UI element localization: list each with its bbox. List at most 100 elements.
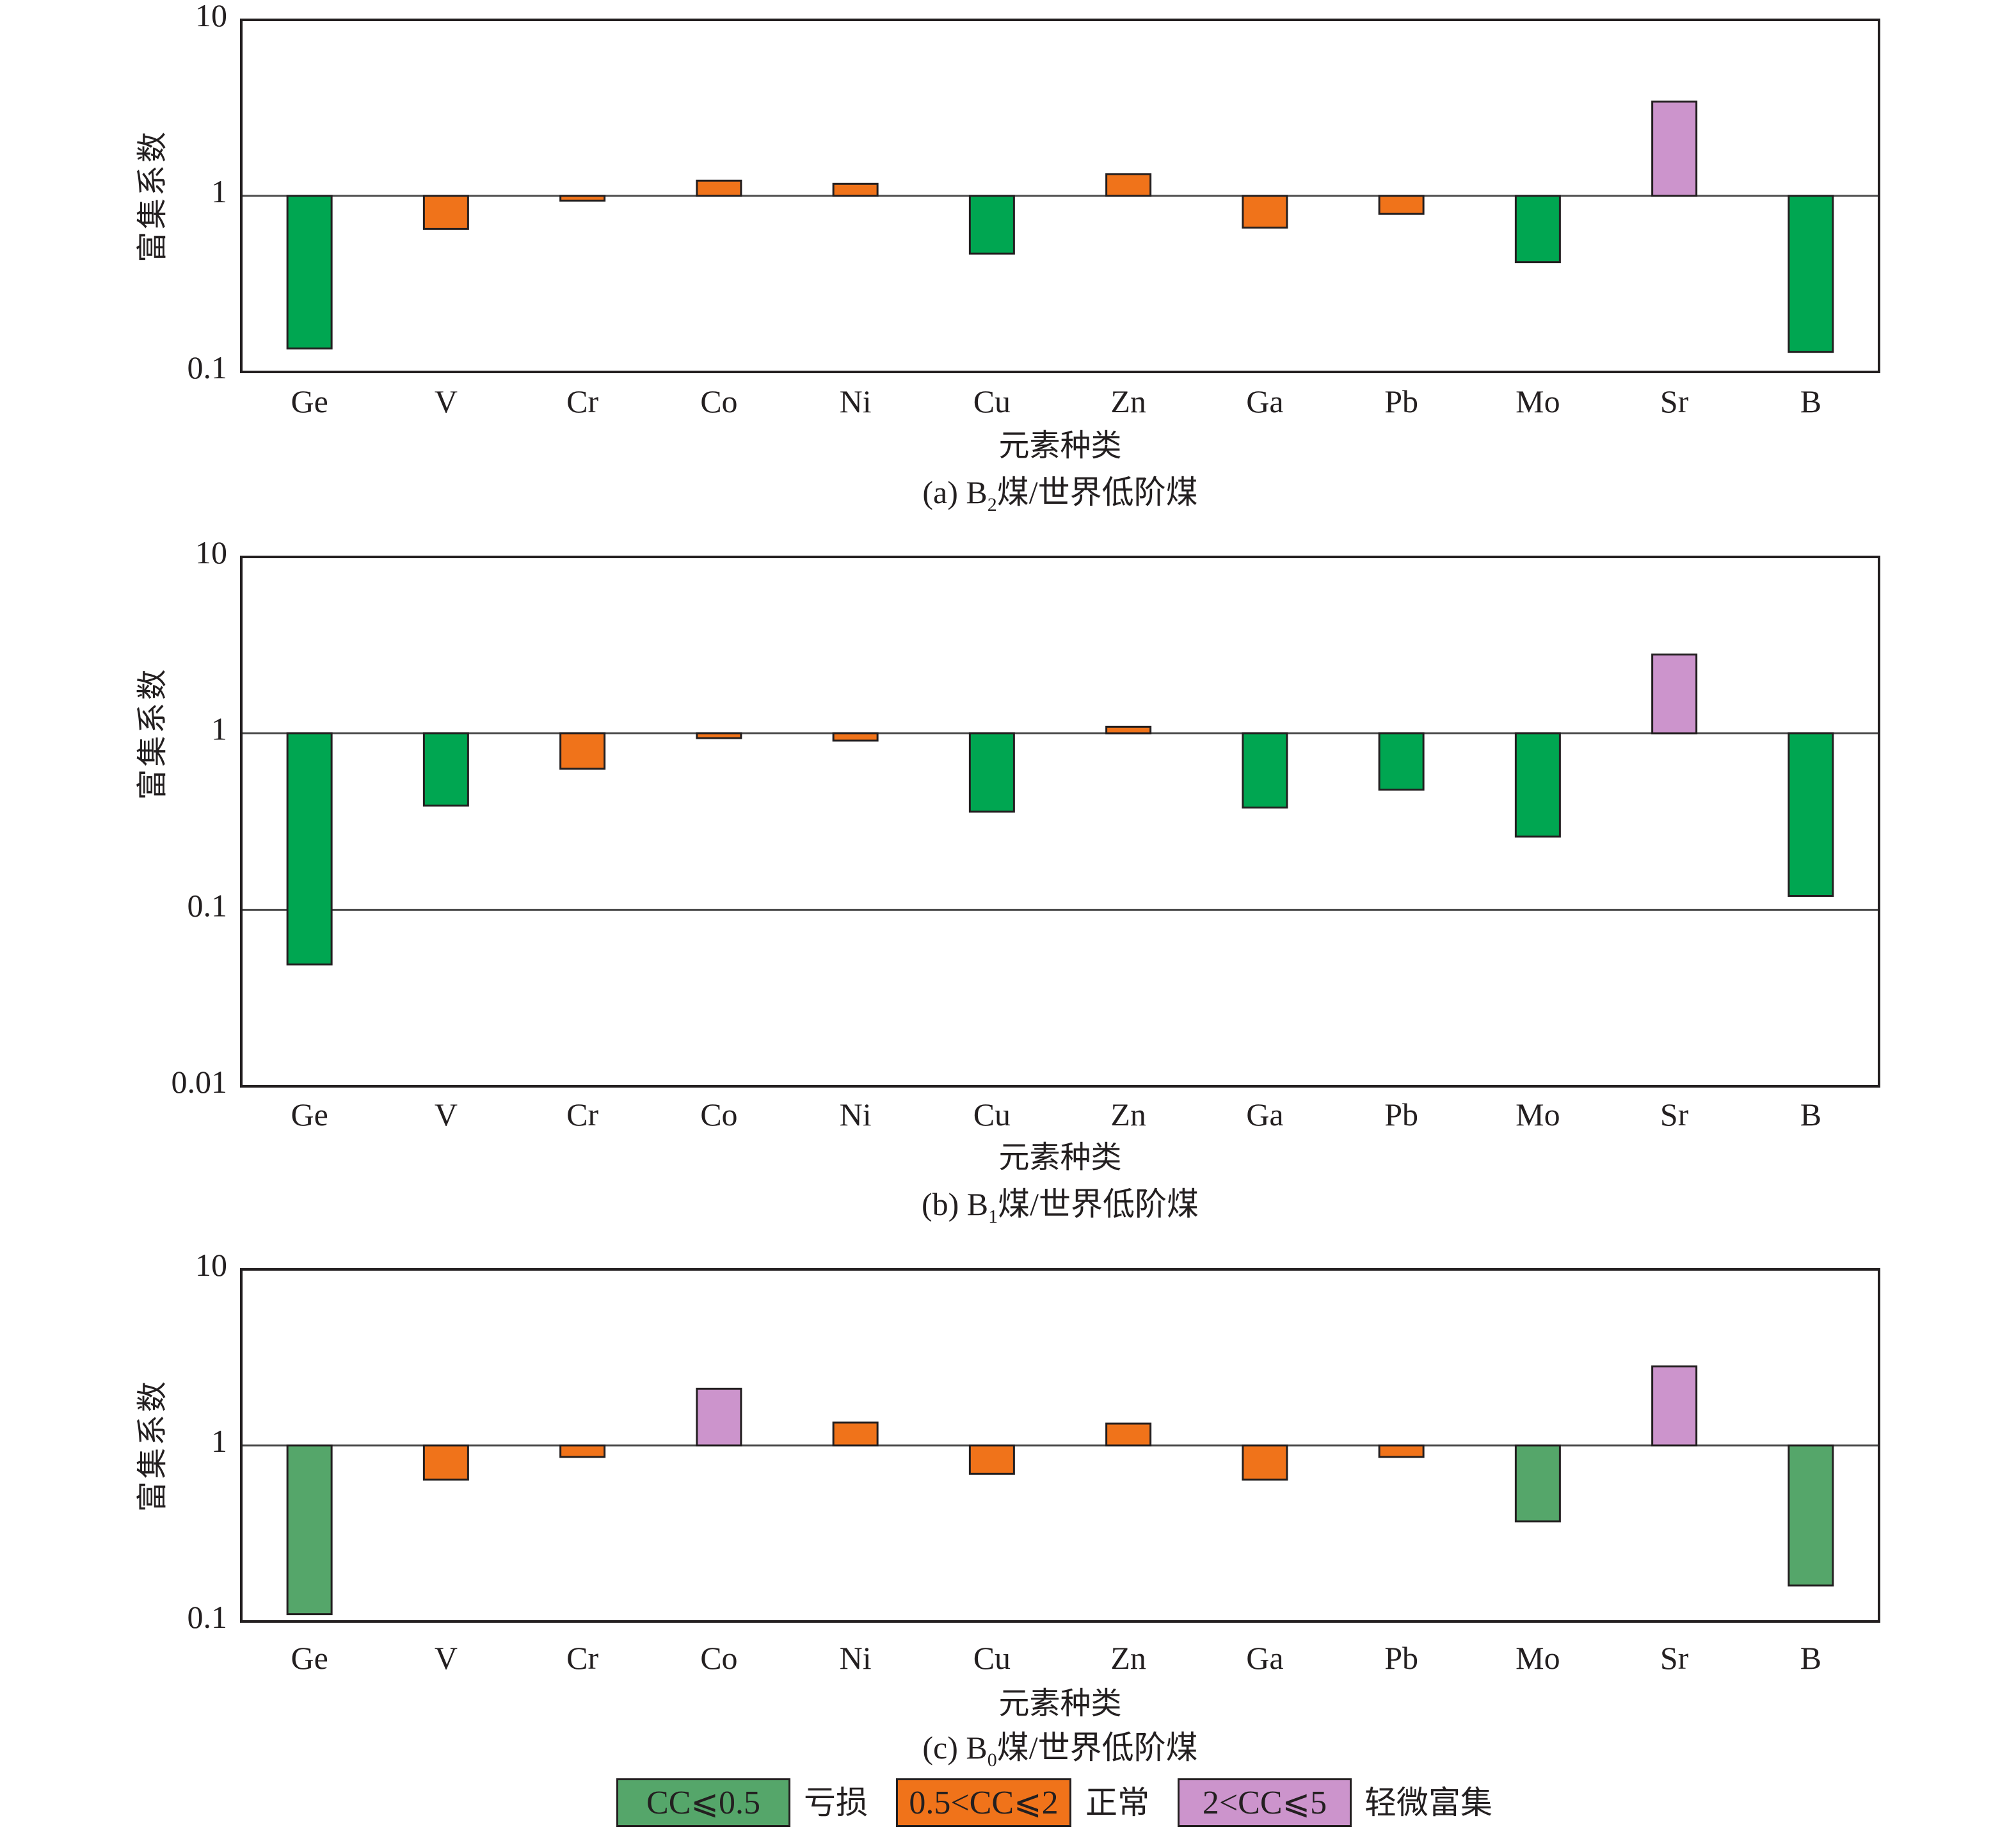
x-tick-label: B xyxy=(1800,1097,1821,1132)
caption-prefix: (b) B xyxy=(922,1186,988,1222)
x-tick-label: Cu xyxy=(973,1640,1011,1676)
legend-label-depletion: CC⩽0.5 xyxy=(646,1785,760,1821)
x-axis-title: 元素种类 xyxy=(998,1141,1121,1175)
x-tick-label: V xyxy=(435,383,458,419)
x-tick-label: Sr xyxy=(1660,1097,1689,1132)
bar-cu xyxy=(968,732,1015,813)
chart-panel-b: Ge V Cr Co Ni Cu Zn Ga Pb Mo Sr B 10 1 0.1 0.01 富集系数元素种类… xyxy=(136,535,1880,1227)
bar-v xyxy=(422,1444,469,1481)
x-tick-label: Mo xyxy=(1516,1640,1560,1676)
x-tick-label: Sr xyxy=(1660,383,1689,419)
y-tick-label: 0.1 xyxy=(188,1599,228,1635)
bar-ni xyxy=(832,182,879,197)
plot-frame xyxy=(240,1268,1880,1623)
y-tick-label: 10 xyxy=(195,0,227,33)
bar-cr xyxy=(559,732,606,770)
x-tick-label: Cr xyxy=(566,383,598,419)
bar-zn xyxy=(1105,1422,1152,1447)
bar-b xyxy=(1788,732,1834,897)
x-tick-label: Pb xyxy=(1384,383,1418,419)
legend-label-slight-enrichment: 2<CC⩽5 xyxy=(1202,1785,1327,1821)
y-tick-label: 10 xyxy=(195,535,227,570)
x-tick-label: Ni xyxy=(840,1097,872,1132)
x-tick-label: Zn xyxy=(1110,383,1146,419)
bar-ni xyxy=(832,732,879,742)
bar-b xyxy=(1788,195,1834,353)
x-tick-label: Ga xyxy=(1246,1640,1283,1676)
x-tick-label: Zn xyxy=(1110,1640,1146,1676)
x-tick-label: Cu xyxy=(973,1097,1011,1132)
bar-mo xyxy=(1514,732,1561,838)
y-axis-title: 富集系数 xyxy=(136,667,170,800)
caption-suffix: 煤/世界低阶煤 xyxy=(997,1730,1198,1766)
y-axis-title: 富集系数 xyxy=(136,1379,170,1512)
x-tick-label: Co xyxy=(700,1097,737,1132)
bar-ge xyxy=(286,195,333,350)
bar-sr xyxy=(1651,1365,1698,1447)
y-tick-label: 1 xyxy=(211,711,227,747)
x-tick-label: Ge xyxy=(291,383,328,419)
bar-cr xyxy=(559,1444,606,1458)
x-tick-label: Ge xyxy=(291,1097,328,1132)
panel-caption: (b) B1煤/世界低阶煤 xyxy=(922,1186,1199,1227)
x-tick-label: Ga xyxy=(1246,1097,1283,1132)
bar-pb xyxy=(1378,1444,1425,1458)
panel-caption: (c) B0煤/世界低阶煤 xyxy=(922,1730,1197,1771)
legend-box-depletion: CC⩽0.5 xyxy=(616,1778,790,1827)
bar-co xyxy=(696,1387,742,1447)
y-tick-label: 10 xyxy=(195,1247,227,1283)
caption-subscript: 0 xyxy=(988,1750,997,1771)
bar-pb xyxy=(1378,195,1425,215)
bar-ni xyxy=(832,1421,879,1447)
x-tick-label: V xyxy=(435,1097,458,1132)
bar-co xyxy=(696,732,742,739)
bar-mo xyxy=(1514,195,1561,264)
x-tick-label: Mo xyxy=(1516,383,1560,419)
bar-mo xyxy=(1514,1444,1561,1523)
legend-box-normal: 0.5<CC⩽2 xyxy=(896,1778,1071,1827)
bar-co xyxy=(696,179,742,197)
bar-cu xyxy=(968,195,1015,255)
bar-zn xyxy=(1105,725,1152,735)
x-tick-label: V xyxy=(435,1640,458,1676)
x-tick-label: Cr xyxy=(566,1097,598,1132)
y-tick-label: 1 xyxy=(211,173,227,209)
x-tick-label: Ni xyxy=(840,383,872,419)
x-tick-label: B xyxy=(1800,1640,1821,1676)
bar-cu xyxy=(968,1444,1015,1475)
y-tick-label: 1 xyxy=(211,1423,227,1459)
bar-cr xyxy=(559,195,606,202)
bar-ga xyxy=(1242,732,1288,809)
bar-sr xyxy=(1651,101,1698,197)
bar-v xyxy=(422,732,469,807)
x-tick-label: Cu xyxy=(973,383,1011,419)
x-tick-label: Co xyxy=(700,1640,737,1676)
legend-text-normal: 正常 xyxy=(1085,1785,1149,1821)
caption-subscript: 2 xyxy=(988,494,997,515)
bar-pb xyxy=(1378,732,1425,791)
x-tick-label: Mo xyxy=(1516,1097,1560,1132)
caption-suffix: 煤/世界低阶煤 xyxy=(998,1186,1199,1222)
panel-caption: (a) B2煤/世界低阶煤 xyxy=(922,474,1197,515)
legend-text-depletion: 亏损 xyxy=(804,1785,868,1821)
bar-b xyxy=(1788,1444,1834,1587)
bar-ga xyxy=(1242,195,1288,229)
bar-v xyxy=(422,195,469,230)
x-tick-label: Co xyxy=(700,383,737,419)
x-tick-label: B xyxy=(1800,383,1821,419)
y-tick-label: 0.1 xyxy=(188,887,228,923)
caption-prefix: (a) B xyxy=(922,474,987,510)
legend-label-normal: 0.5<CC⩽2 xyxy=(909,1785,1059,1821)
bar-zn xyxy=(1105,173,1152,197)
legend-text-slight-enrichment: 轻微富集 xyxy=(1364,1785,1492,1821)
caption-subscript: 1 xyxy=(988,1206,998,1227)
x-tick-label: Ni xyxy=(840,1640,872,1676)
caption-suffix: 煤/世界低阶煤 xyxy=(997,474,1198,510)
bar-sr xyxy=(1651,653,1698,735)
x-tick-label: Pb xyxy=(1384,1640,1418,1676)
legend-box-slight-enrichment: 2<CC⩽5 xyxy=(1178,1778,1352,1827)
caption-prefix: (c) B xyxy=(922,1730,987,1766)
